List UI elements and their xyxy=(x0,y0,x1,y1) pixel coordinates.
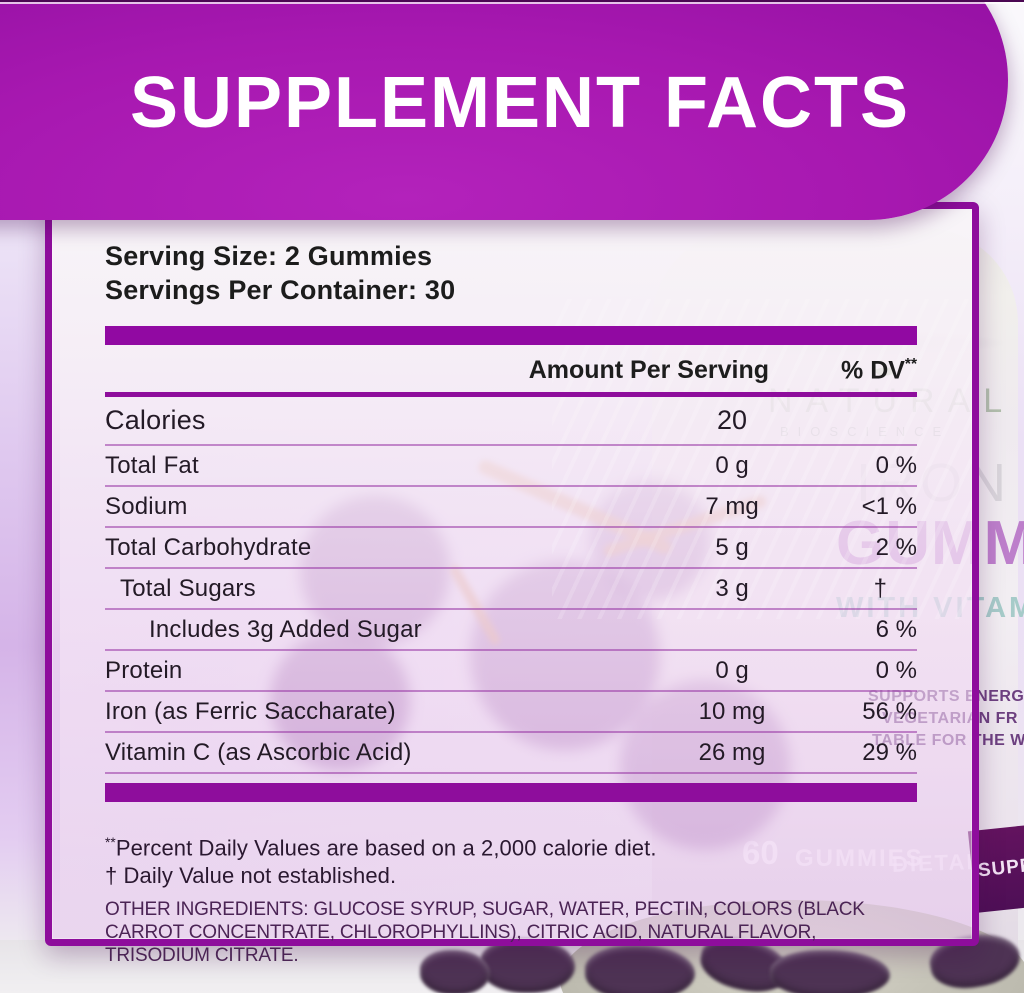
nutrient-name: Calories xyxy=(105,405,206,436)
nutrient-amount: 0 g xyxy=(715,451,749,479)
footnotes: **Percent Daily Values are based on a 2,… xyxy=(105,829,917,966)
nutrient-name: Protein xyxy=(105,656,183,684)
nutrient-amount: 26 mg xyxy=(698,738,766,766)
dv-footnote-text: Percent Daily Values are based on a 2,00… xyxy=(115,835,657,861)
top-edge-highlight xyxy=(0,2,1024,4)
amount-per-serving-header: Amount Per Serving xyxy=(528,356,770,385)
nutrient-dv: 56 % xyxy=(862,697,917,725)
gummy xyxy=(480,938,575,993)
other-ingredients: OTHER INGREDIENTS: GLUCOSE SYRUP, SUGAR,… xyxy=(105,898,865,966)
nutrient-dv: 6 % xyxy=(875,615,917,643)
nutrient-name: Total Sugars xyxy=(120,574,256,602)
nutrient-dv: 2 % xyxy=(875,533,917,561)
nutrient-amount: 5 g xyxy=(715,533,749,561)
table-row: Includes 3g Added Sugar 6 % xyxy=(105,610,917,652)
table-row: Total Carbohydrate 5 g 2 % xyxy=(105,528,917,570)
nutrient-name: Includes 3g Added Sugar xyxy=(149,615,422,643)
nutrient-amount: 10 mg xyxy=(698,697,766,725)
nutrient-name: Iron (as Ferric Saccharate) xyxy=(105,697,396,725)
serving-size: Serving Size: 2 Gummies xyxy=(105,241,433,271)
dagger-footnote: † Daily Value not established. xyxy=(105,862,397,888)
gummy xyxy=(420,950,490,993)
nutrient-amount: 7 mg xyxy=(705,492,759,520)
percent-dv-asterisks: ** xyxy=(904,356,917,373)
table-row: Protein 0 g 0 % xyxy=(105,651,917,693)
table-row: Total Fat 0 g 0 % xyxy=(105,446,917,488)
table-row: Sodium 7 mg <1 % xyxy=(105,487,917,529)
supplement-facts-panel: Serving Size: 2 Gummies Servings Per Con… xyxy=(45,202,979,966)
divider-bar-bottom xyxy=(105,783,917,803)
nutrient-amount: 20 xyxy=(716,405,748,436)
nutrient-amount: 3 g xyxy=(715,574,749,602)
percent-dv-label: % DV xyxy=(841,356,905,385)
table-row: Vitamin C (as Ascorbic Acid) 26 mg 29 % xyxy=(105,733,917,775)
nutrient-name: Vitamin C (as Ascorbic Acid) xyxy=(105,738,412,766)
table-row: Total Sugars 3 g † xyxy=(105,569,917,611)
table-row-calories: Calories 20 xyxy=(105,397,917,447)
nutrient-dv: † xyxy=(873,574,887,602)
percent-dv-header: % DV** xyxy=(841,356,917,385)
nutrient-name: Total Carbohydrate xyxy=(105,533,312,561)
nutrient-dv: 0 % xyxy=(875,656,917,684)
bottle-band-text: SUPP xyxy=(976,854,1024,882)
nutrient-amount: 0 g xyxy=(715,656,749,684)
nutrient-name: Total Fat xyxy=(105,451,199,479)
table-header-row: Amount Per Serving % DV** xyxy=(105,356,917,398)
nutrient-dv: 0 % xyxy=(875,451,917,479)
divider-bar-top xyxy=(105,326,917,345)
gummy xyxy=(585,945,695,993)
title-banner: SUPPLEMENT FACTS xyxy=(0,0,1008,220)
page-title: SUPPLEMENT FACTS xyxy=(129,63,911,143)
nutrient-dv: 29 % xyxy=(862,738,917,766)
nutrient-dv: <1 % xyxy=(861,492,917,520)
gummy xyxy=(770,950,890,993)
dv-footnote: **Percent Daily Values are based on a 2,… xyxy=(105,829,917,861)
servings-per-container: Servings Per Container: 30 xyxy=(105,275,456,305)
nutrient-name: Sodium xyxy=(105,492,188,520)
top-edge-line xyxy=(0,0,1024,2)
dv-footnote-asterisks: ** xyxy=(105,835,116,851)
table-row: Iron (as Ferric Saccharate) 10 mg 56 % xyxy=(105,692,917,734)
